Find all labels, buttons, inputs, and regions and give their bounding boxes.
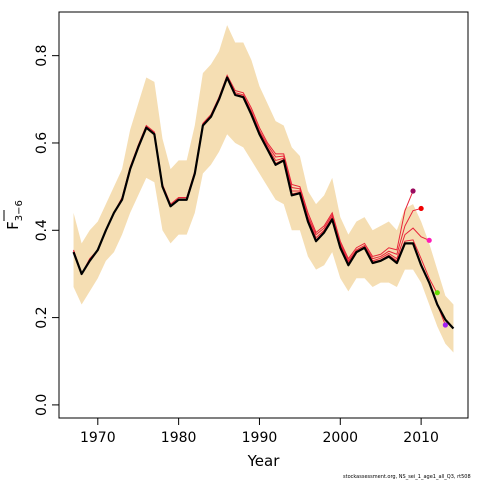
y-tick-label-4: 0.8	[34, 45, 50, 67]
terminal-point-1	[410, 188, 416, 194]
y-tick-label-1: 0.2	[34, 306, 50, 328]
x-tick-label-2000: 2000	[322, 430, 358, 446]
x-tick-label-2010: 2010	[403, 430, 439, 446]
x-tick-label-1980: 1980	[161, 430, 197, 446]
terminal-point-4	[434, 290, 440, 296]
svg-text:F3−6: F3−6	[4, 200, 25, 230]
x-tick-label-1990: 1990	[242, 430, 278, 446]
x-tick-label-1970: 1970	[80, 430, 116, 446]
y-tick-label-0: 0.0	[34, 394, 50, 416]
x-axis-label: Year	[247, 452, 281, 470]
confidence-band	[73, 25, 454, 353]
x-axis: 1970 1980 1990 2000 2010	[80, 417, 439, 446]
y-axis: 0.0 0.2 0.4 0.6 0.8	[34, 45, 60, 416]
main-line	[72, 76, 455, 330]
footer-credit: stockassessment.org, NS_sei_1_age1_all_Q…	[343, 474, 471, 480]
y-axis-label: F3−6	[3, 200, 25, 230]
terminal-point-2	[418, 205, 424, 212]
terminal-point-3	[426, 237, 432, 243]
terminal-point-5	[442, 322, 448, 328]
y-axis-label-sub: 3−6	[14, 200, 25, 221]
y-tick-label-3: 0.6	[34, 132, 50, 154]
terminal-points	[410, 188, 448, 328]
confidence-band-area	[73, 25, 454, 353]
y-axis-label-main: F	[4, 221, 22, 230]
y-tick-label-2: 0.4	[34, 219, 50, 241]
main-estimate-line	[72, 76, 455, 330]
